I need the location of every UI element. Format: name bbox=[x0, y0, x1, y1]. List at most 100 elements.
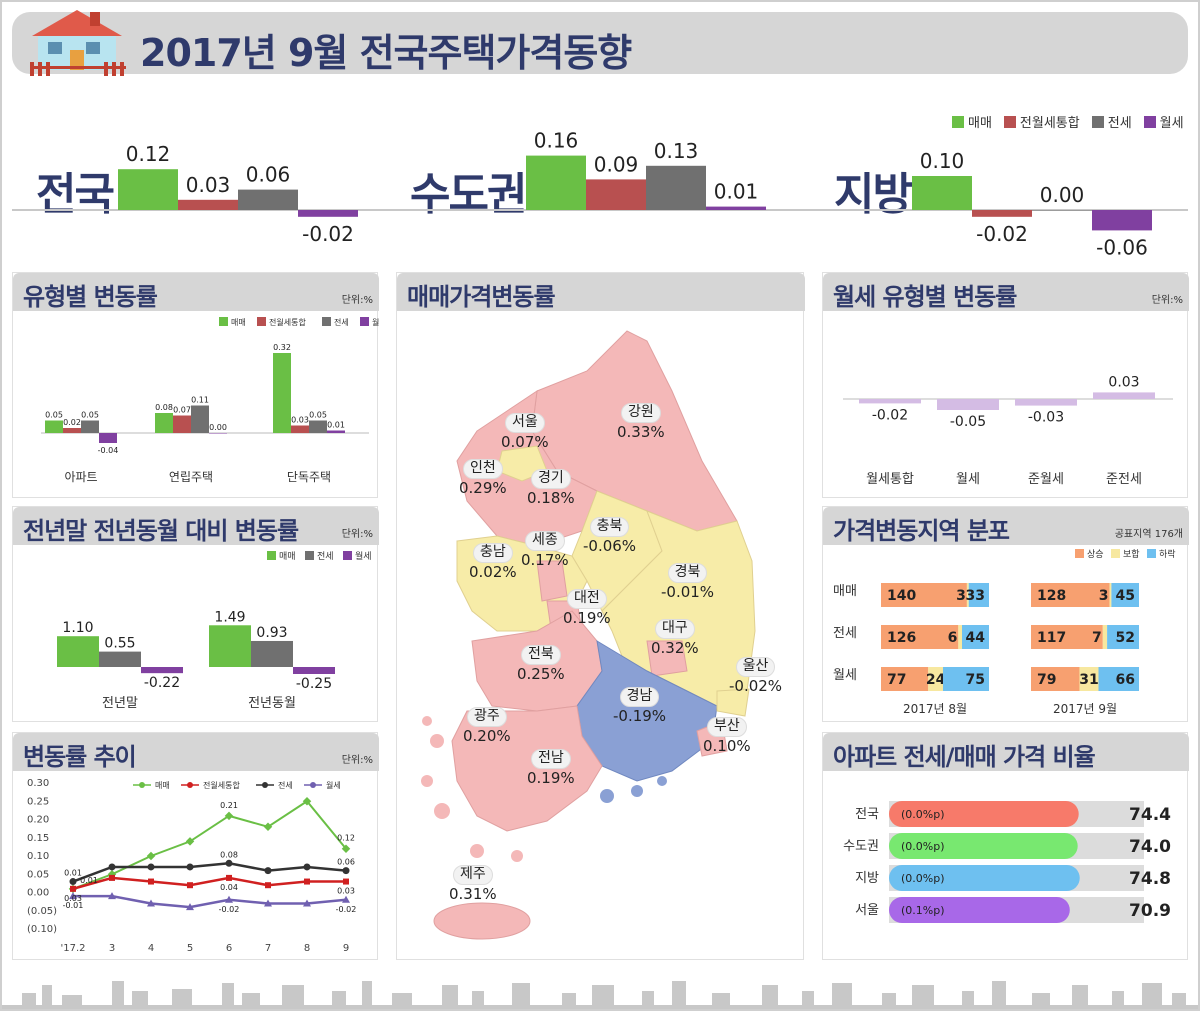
top-summary-chart: 0.12 0.03 0.06 -0.02 0.16 0.09 0.13 0.01 0.10 -0.… bbox=[12, 129, 1188, 259]
series-point bbox=[265, 882, 271, 889]
ratio-value: 74.4 bbox=[1129, 805, 1171, 825]
map-region-jeonnam bbox=[451, 705, 603, 832]
trend-chart: 매매 전월세통합 전세 월세 0.30 0.25 0.20 0.15 0.10 0.05 0.00 (… bbox=[27, 778, 357, 954]
map-region-name: 강원 bbox=[620, 403, 661, 423]
ratio-category: 전국 bbox=[855, 807, 879, 822]
bar-label: 0.93 bbox=[256, 625, 287, 641]
map-label-13: 광주 0.20% bbox=[463, 707, 511, 745]
segment-label: 31 bbox=[1079, 672, 1098, 688]
series-point bbox=[342, 867, 350, 875]
bar-label: 0.05 bbox=[45, 411, 63, 420]
stack-segment bbox=[1109, 583, 1112, 607]
top-bar-label: -0.02 bbox=[976, 222, 1028, 246]
map-region-value: -0.19% bbox=[613, 706, 667, 725]
series-point bbox=[304, 878, 310, 885]
series-point bbox=[108, 863, 116, 871]
map-label-6: 세종 0.17% bbox=[521, 531, 569, 569]
ratio-category: 서울 bbox=[855, 903, 879, 918]
map-label-3: 경기 0.18% bbox=[527, 469, 575, 507]
x-tick-label: 5 bbox=[187, 943, 193, 954]
bar-label: 0.03 bbox=[1108, 374, 1139, 390]
series-line bbox=[73, 894, 347, 909]
stack-segment bbox=[958, 625, 962, 649]
top-bar bbox=[972, 210, 1032, 217]
bar-label: 0.05 bbox=[81, 411, 99, 420]
row-label: 월세 bbox=[833, 668, 857, 683]
panel-title: 유형별 변동률 bbox=[23, 283, 158, 311]
map-label-11: 울산 -0.02% bbox=[729, 657, 782, 695]
map-region-value: 0.18% bbox=[527, 488, 575, 507]
series-point bbox=[185, 837, 195, 846]
bar-label: 0.00 bbox=[209, 423, 227, 432]
stack-segment bbox=[942, 667, 989, 691]
map-label-1: 강원 0.33% bbox=[617, 403, 665, 441]
point-label: -0.02 bbox=[336, 905, 357, 914]
map-region-name: 제주 bbox=[452, 865, 493, 885]
map-label-7: 경북 -0.01% bbox=[661, 563, 714, 601]
wolse-type-chart: -0.02 월세통합 -0.05 월세 -0.03 준월세 0.03 준전세 bbox=[843, 374, 1173, 487]
top-bar-label: 0.13 bbox=[654, 139, 699, 163]
map-region-value: 0.07% bbox=[501, 432, 549, 451]
bar bbox=[173, 415, 191, 433]
series-point bbox=[69, 892, 77, 900]
map-label-8: 대전 0.19% bbox=[563, 589, 611, 627]
series-point bbox=[186, 903, 194, 911]
top-bar-label: 0.09 bbox=[594, 152, 639, 176]
x-tick-label: 6 bbox=[226, 943, 232, 954]
map-label-9: 대구 0.32% bbox=[651, 619, 699, 657]
panel-title: 아파트 전세/매매 가격 비율 bbox=[833, 743, 1096, 771]
map-region-value: -0.01% bbox=[661, 582, 715, 601]
panel-wolse-type: 월세 유형별 변동률 단위:% -0.02 월세통합 -0.05 월세 -0.03 준월세… bbox=[822, 272, 1189, 498]
legend-label: 매매 bbox=[968, 116, 992, 131]
top-bar bbox=[1032, 210, 1092, 211]
title-bar bbox=[12, 12, 1188, 74]
series-point bbox=[148, 878, 154, 885]
segment-label: 3 bbox=[956, 588, 966, 604]
category-label: 전년말 bbox=[102, 696, 138, 711]
bar bbox=[1015, 399, 1077, 406]
category-label: 준월세 bbox=[1028, 472, 1064, 487]
region-label-national: 전국 bbox=[36, 169, 115, 220]
legend-label: 상승 bbox=[1087, 549, 1104, 560]
point-label: -0.01 bbox=[63, 901, 84, 910]
panel-header: 매매가격변동률 bbox=[397, 273, 805, 311]
legend-swatch bbox=[1111, 549, 1120, 558]
ratio-value: 74.0 bbox=[1129, 837, 1171, 857]
point-label: 0.01 bbox=[64, 869, 82, 878]
legend-swatch bbox=[360, 317, 369, 326]
map-region-value: 0.29% bbox=[459, 478, 507, 497]
top-bar bbox=[586, 179, 646, 210]
y-tick-label: (0.05) bbox=[27, 906, 57, 917]
top-bar-label: -0.02 bbox=[302, 222, 354, 246]
bar-label: 0.03 bbox=[291, 416, 309, 425]
legend-label: 전세 bbox=[334, 317, 349, 327]
panel-ratio: 아파트 전세/매매 가격 비율 전국 (0.0%p) 74.4 수도권 (0.0%p) 7… bbox=[822, 732, 1189, 960]
bar bbox=[57, 636, 99, 667]
ratio-change: (0.0%p) bbox=[901, 808, 945, 821]
y-tick-label: 0.30 bbox=[27, 778, 49, 789]
ratio-category: 지방 bbox=[855, 871, 879, 886]
y-tick-label: 0.00 bbox=[27, 888, 49, 899]
panel-header: 변동률 추이 단위:% bbox=[13, 733, 379, 771]
ratio-fill bbox=[889, 865, 1080, 891]
ratio-value: 74.8 bbox=[1129, 869, 1171, 889]
stack-segment bbox=[881, 667, 929, 691]
type-change-chart: 매매전월세통합전세월세0.050.020.05-0.04아파트0.080.070… bbox=[41, 317, 379, 484]
top-bar bbox=[646, 165, 706, 210]
legend-marker bbox=[310, 782, 316, 788]
point-label: 0.04 bbox=[220, 883, 238, 892]
region-label-provinces: 지방 bbox=[834, 169, 913, 220]
korea-map bbox=[421, 330, 756, 940]
x-tick-label: 3 bbox=[109, 943, 115, 954]
series-point bbox=[303, 899, 311, 907]
bar-label: 1.49 bbox=[214, 609, 245, 625]
bar bbox=[141, 667, 183, 674]
series-point bbox=[109, 874, 115, 881]
series-point bbox=[226, 874, 232, 881]
y-tick-label: 0.25 bbox=[27, 796, 49, 807]
legend-label: 전월세통합 bbox=[1019, 116, 1080, 131]
stack-segment bbox=[1111, 583, 1139, 607]
map-region-value: 0.19% bbox=[563, 608, 611, 627]
panel-title: 월세 유형별 변동률 bbox=[833, 283, 1017, 311]
series-point bbox=[343, 878, 349, 885]
